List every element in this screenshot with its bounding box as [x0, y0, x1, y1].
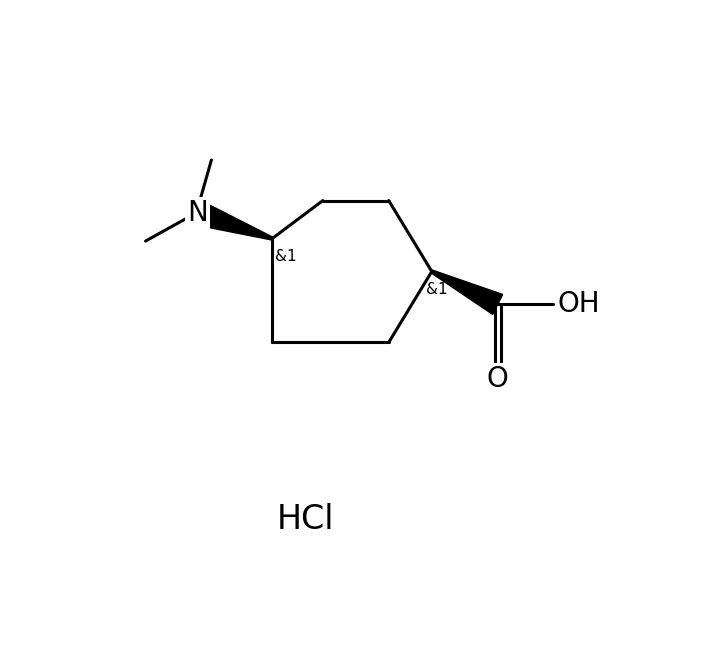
Text: OH: OH [558, 290, 600, 318]
Polygon shape [203, 205, 273, 240]
Text: HCl: HCl [276, 503, 334, 536]
Text: O: O [487, 365, 508, 393]
Text: &1: &1 [426, 282, 448, 297]
Text: N: N [187, 199, 208, 227]
Polygon shape [431, 270, 503, 315]
Text: &1: &1 [275, 249, 296, 264]
